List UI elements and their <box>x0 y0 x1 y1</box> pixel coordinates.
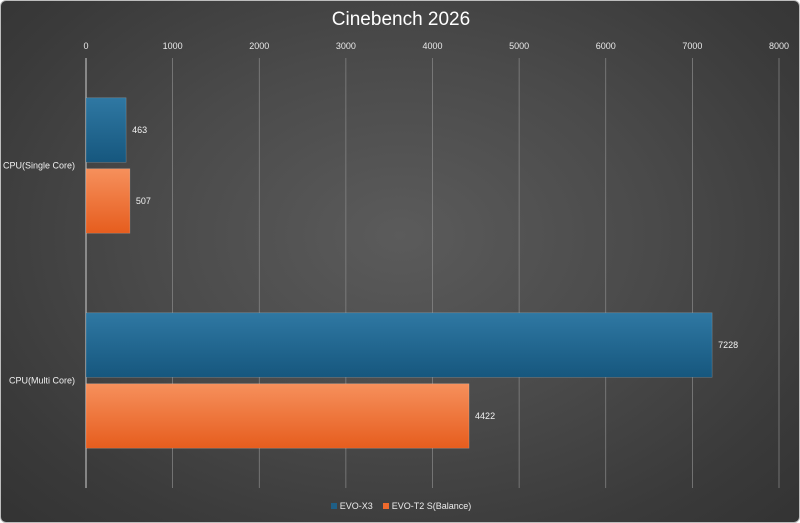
chart-title: Cinebench 2026 <box>331 9 471 30</box>
legend-swatch-evo-x3 <box>330 503 337 509</box>
data-label-1-1: 4422 <box>475 411 495 421</box>
x-tick-label-6000: 6000 <box>596 41 616 51</box>
bar-1-0 <box>85 312 713 378</box>
x-tick-label-7000: 7000 <box>682 41 702 51</box>
bar-1-1 <box>85 383 470 449</box>
bar-0-0 <box>85 97 127 163</box>
x-tick-label-5000: 5000 <box>509 41 529 51</box>
legend-label-evo-x3: EVO-X3 <box>339 501 373 511</box>
legend-item-evo-t2: EVO-T2 S(Balance) <box>382 501 472 511</box>
data-label-1-0: 7228 <box>718 340 738 350</box>
legend: EVO-X3 EVO-T2 S(Balance) <box>1 501 799 511</box>
x-tick-label-3000: 3000 <box>336 41 356 51</box>
x-tick-label-1000: 1000 <box>163 41 183 51</box>
data-label-0-0: 463 <box>132 125 147 135</box>
x-tick-label-0: 0 <box>83 41 88 51</box>
data-label-0-1: 507 <box>136 196 151 206</box>
legend-swatch-evo-t2 <box>382 503 389 509</box>
legend-item-evo-x3: EVO-X3 <box>330 501 373 511</box>
x-tick-label-8000: 8000 <box>769 41 789 51</box>
category-label-0: CPU(Single Core) <box>3 161 75 171</box>
category-label-1: CPU(Multi Core) <box>9 376 75 386</box>
x-tick-label-4000: 4000 <box>422 41 442 51</box>
legend-label-evo-t2: EVO-T2 S(Balance) <box>391 501 472 511</box>
x-tick-label-2000: 2000 <box>249 41 269 51</box>
bar-0-1 <box>85 168 131 234</box>
